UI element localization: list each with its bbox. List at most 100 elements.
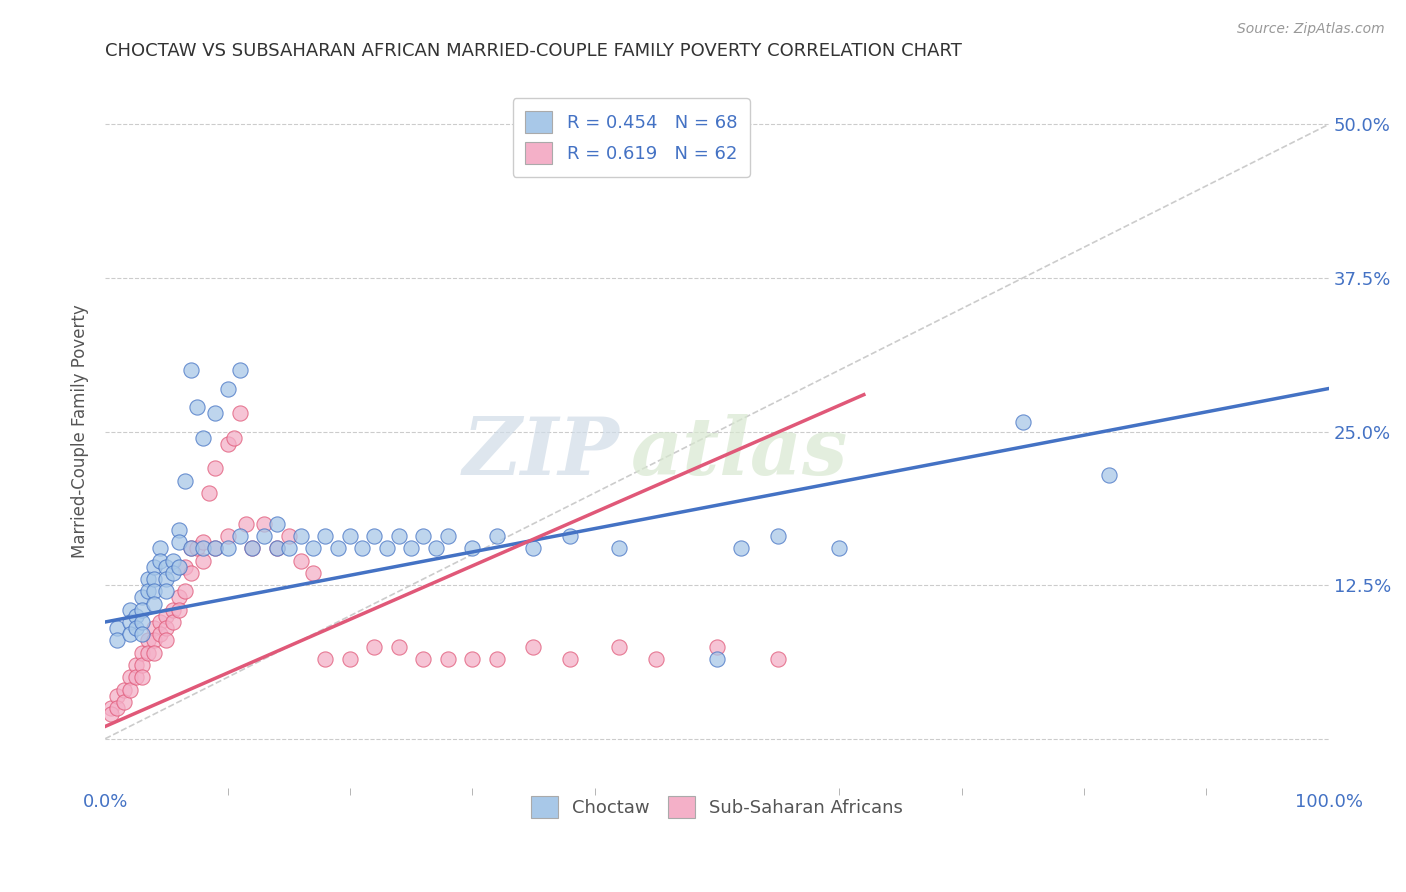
Point [143, 572, 166, 586]
Point [204, 541, 226, 556]
Point [155, 572, 177, 586]
Point [173, 559, 195, 574]
Point [167, 535, 190, 549]
Point [229, 363, 252, 377]
Point [302, 541, 325, 556]
Point [266, 516, 288, 531]
Point [118, 682, 141, 697]
Point [191, 535, 214, 549]
Point [229, 406, 252, 420]
Point [217, 529, 239, 543]
Point [522, 640, 544, 654]
Point [412, 652, 434, 666]
Point [425, 541, 447, 556]
Point [222, 431, 245, 445]
Point [240, 541, 263, 556]
Point [204, 406, 226, 420]
Point [143, 621, 166, 635]
Point [118, 615, 141, 629]
Point [706, 652, 728, 666]
Point [149, 627, 172, 641]
Point [436, 652, 458, 666]
Point [131, 627, 153, 641]
Point [352, 541, 374, 556]
Point [167, 559, 190, 574]
Point [339, 529, 361, 543]
Point [766, 529, 789, 543]
Point [112, 682, 135, 697]
Point [118, 670, 141, 684]
Point [326, 541, 349, 556]
Point [125, 658, 148, 673]
Point [131, 603, 153, 617]
Point [162, 566, 184, 580]
Point [143, 633, 166, 648]
Point [180, 541, 202, 556]
Point [766, 652, 789, 666]
Point [155, 633, 177, 648]
Point [107, 621, 129, 635]
Point [118, 603, 141, 617]
Point [180, 541, 202, 556]
Point [644, 652, 666, 666]
Point [730, 541, 752, 556]
Point [167, 603, 190, 617]
Point [107, 689, 129, 703]
Point [217, 437, 239, 451]
Point [229, 529, 252, 543]
Point [143, 584, 166, 599]
Point [125, 670, 148, 684]
Point [155, 584, 177, 599]
Point [131, 591, 153, 605]
Point [136, 584, 159, 599]
Y-axis label: Married-Couple Family Poverty: Married-Couple Family Poverty [72, 305, 89, 558]
Point [125, 608, 148, 623]
Point [136, 572, 159, 586]
Point [388, 640, 411, 654]
Point [314, 652, 336, 666]
Point [363, 529, 385, 543]
Point [235, 516, 257, 531]
Point [136, 633, 159, 648]
Point [363, 640, 385, 654]
Point [607, 640, 630, 654]
Text: atlas: atlas [631, 414, 849, 491]
Point [191, 553, 214, 567]
Point [131, 670, 153, 684]
Point [162, 615, 184, 629]
Point [204, 541, 226, 556]
Point [339, 652, 361, 666]
Point [107, 633, 129, 648]
Point [560, 652, 582, 666]
Point [100, 701, 122, 715]
Point [131, 658, 153, 673]
Point [198, 486, 221, 500]
Point [162, 603, 184, 617]
Point [100, 707, 122, 722]
Point [173, 584, 195, 599]
Point [180, 363, 202, 377]
Point [131, 615, 153, 629]
Point [162, 553, 184, 567]
Point [149, 541, 172, 556]
Point [136, 646, 159, 660]
Point [112, 695, 135, 709]
Point [107, 701, 129, 715]
Text: ZIP: ZIP [463, 414, 619, 491]
Point [186, 541, 208, 556]
Point [125, 621, 148, 635]
Point [461, 652, 484, 666]
Point [253, 516, 276, 531]
Point [143, 597, 166, 611]
Point [485, 529, 508, 543]
Point [314, 529, 336, 543]
Point [155, 621, 177, 635]
Point [399, 541, 422, 556]
Point [143, 646, 166, 660]
Point [290, 553, 312, 567]
Point [217, 382, 239, 396]
Point [180, 566, 202, 580]
Point [436, 529, 458, 543]
Point [828, 541, 851, 556]
Legend: Choctaw, Sub-Saharan Africans: Choctaw, Sub-Saharan Africans [523, 789, 911, 825]
